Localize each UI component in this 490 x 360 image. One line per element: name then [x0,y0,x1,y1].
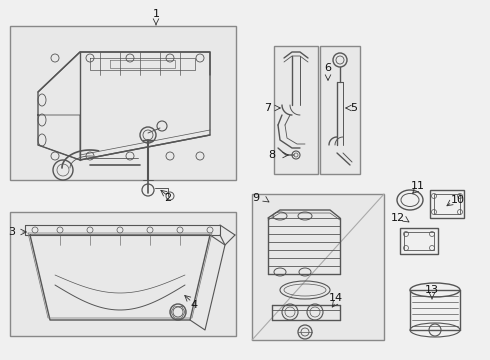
Text: 7: 7 [265,103,271,113]
Text: 13: 13 [425,285,439,295]
Text: 4: 4 [191,300,197,310]
Text: 12: 12 [391,213,405,223]
Bar [274,46,318,174]
Text: 5: 5 [350,103,358,113]
Text: 6: 6 [324,63,332,73]
Bar [10,26,236,180]
Text: 10: 10 [451,195,465,205]
Bar [430,190,464,218]
Bar [10,212,236,336]
Text: 9: 9 [252,193,260,203]
Bar [434,194,460,214]
Text: 8: 8 [269,150,275,160]
Text: 3: 3 [8,227,16,237]
Text: 2: 2 [165,193,172,203]
Bar [252,194,384,340]
Text: 11: 11 [411,181,425,191]
Bar [320,46,360,174]
Text: 1: 1 [152,9,160,19]
Bar [404,232,434,250]
Text: 14: 14 [329,293,343,303]
Bar [400,228,438,254]
